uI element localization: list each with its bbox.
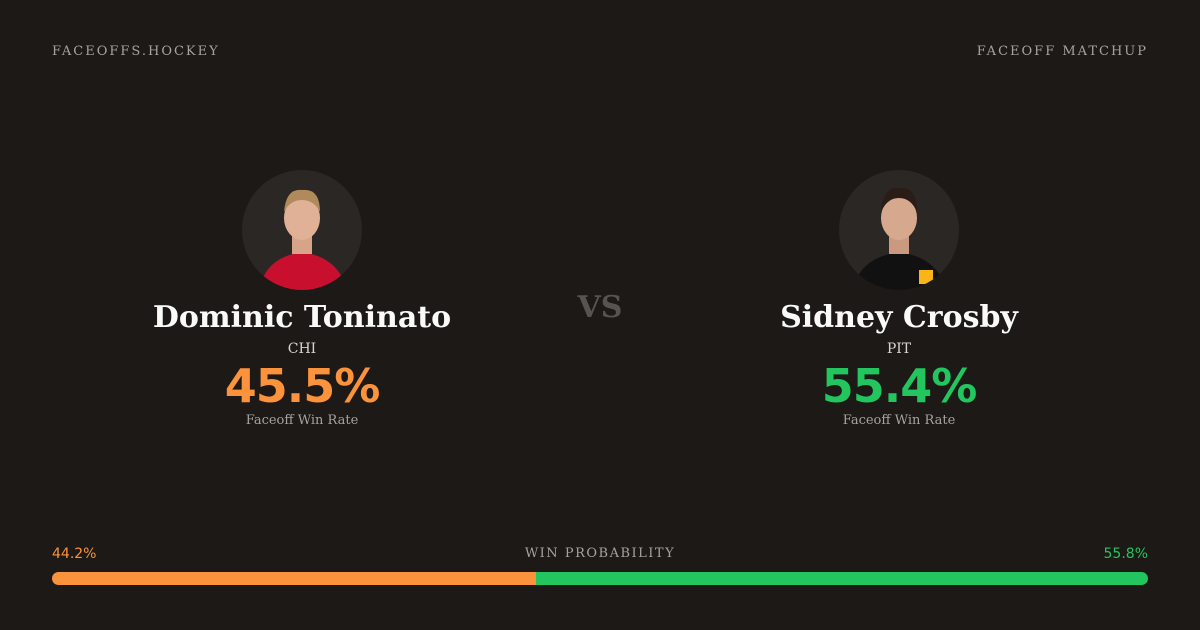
player-team: PIT bbox=[886, 341, 912, 357]
win-rate-label: Faceoff Win Rate bbox=[842, 413, 956, 428]
player-photo bbox=[260, 189, 346, 290]
probability-label: 44.2% bbox=[52, 546, 97, 562]
avatar bbox=[242, 170, 362, 290]
player-name: Sidney Crosby bbox=[780, 300, 1018, 335]
probability-bar bbox=[52, 572, 1148, 585]
player-card: Sidney Crosby PIT 55.4% Faceoff Win Rate bbox=[649, 170, 1149, 428]
probability-segment bbox=[52, 572, 537, 585]
probability-segment bbox=[536, 572, 1148, 585]
probability-label: 55.8% bbox=[1103, 546, 1148, 562]
header-label: FACEOFF MATCHUP bbox=[976, 44, 1148, 59]
win-rate: 55.4% bbox=[821, 359, 978, 413]
player-team: CHI bbox=[287, 341, 317, 357]
probability-title: WIN PROBABILITY bbox=[524, 546, 676, 561]
player-card: Dominic Toninato CHI 45.5% Faceoff Win R… bbox=[52, 170, 552, 428]
versus: VS bbox=[577, 290, 623, 325]
avatar bbox=[839, 170, 959, 290]
win-rate: 45.5% bbox=[224, 359, 381, 413]
brand: FACEOFFS.HOCKEY bbox=[52, 44, 220, 59]
player-name: Dominic Toninato bbox=[152, 300, 452, 335]
player-photo bbox=[853, 187, 945, 290]
win-rate-label: Faceoff Win Rate bbox=[245, 413, 359, 428]
